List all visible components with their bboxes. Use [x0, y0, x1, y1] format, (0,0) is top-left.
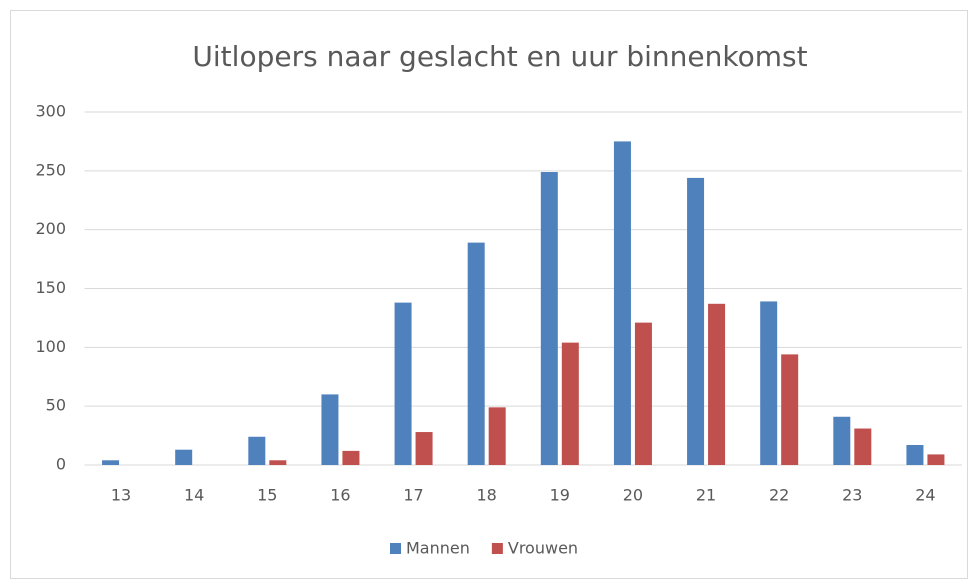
y-tick-label: 300: [35, 102, 66, 121]
bar: [927, 454, 945, 465]
y-tick-label: 100: [35, 337, 66, 356]
chart-title: Uitlopers naar geslacht en uur binnenkom…: [192, 40, 807, 73]
legend-label: Vrouwen: [508, 539, 578, 558]
chart-frame: [10, 10, 968, 579]
x-tick-label: 20: [623, 486, 643, 505]
bar: [687, 177, 705, 466]
x-tick-label: 13: [111, 486, 131, 505]
x-tick-label: 17: [403, 486, 423, 505]
legend-swatch: [491, 543, 503, 554]
bar: [248, 436, 266, 465]
x-tick-label: 14: [184, 486, 204, 505]
y-tick-label: 0: [56, 455, 66, 474]
y-tick-label: 250: [35, 160, 66, 179]
bar: [467, 242, 485, 465]
bar: [708, 303, 726, 465]
bar: [342, 450, 360, 465]
bar: [561, 342, 579, 465]
bar: [415, 432, 433, 465]
bar: [833, 416, 851, 465]
x-tick-label: 18: [477, 486, 497, 505]
bar: [613, 141, 631, 465]
y-tick-label: 200: [35, 219, 66, 238]
x-tick-label: 19: [550, 486, 570, 505]
bar: [854, 428, 872, 465]
bar: [906, 444, 924, 465]
legend-swatch: [390, 543, 401, 554]
x-tick-label: 15: [257, 486, 277, 505]
legend-label: Mannen: [406, 539, 470, 558]
x-tick-label: 22: [769, 486, 789, 505]
x-tick-label: 23: [842, 486, 862, 505]
bar: [488, 407, 506, 465]
bar: [760, 301, 778, 465]
bar: [321, 394, 339, 465]
y-tick-label: 150: [35, 278, 66, 297]
x-tick-label: 21: [696, 486, 716, 505]
bar: [175, 449, 193, 465]
x-tick-label: 16: [330, 486, 350, 505]
bar: [269, 460, 287, 465]
bar: [102, 460, 120, 465]
y-tick-label: 50: [46, 396, 66, 415]
x-tick-label: 24: [915, 486, 935, 505]
bar: [781, 354, 799, 465]
bar: [394, 302, 412, 465]
bar: [634, 322, 652, 465]
bar: [540, 172, 558, 465]
